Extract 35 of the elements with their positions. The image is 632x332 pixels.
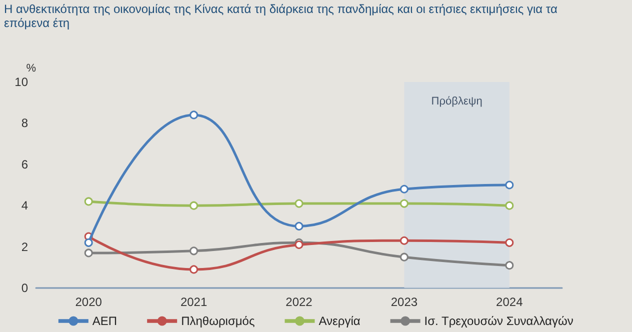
x-tick-label: 2023 xyxy=(390,295,418,309)
legend-label: ΑΕΠ xyxy=(92,314,118,328)
point xyxy=(190,246,198,256)
point xyxy=(400,199,408,208)
x-tick-label: 2020 xyxy=(75,295,102,309)
point xyxy=(190,201,198,210)
point xyxy=(505,201,514,210)
y-axis-title: % xyxy=(26,62,36,74)
legend-label: Ισ. Τρεχουσών Συναλλαγών xyxy=(424,314,574,328)
chart-title: Η ανθεκτικότητα της οικονομίας της Κίνας κατά τη διάρκεια της πανδημίας και οι ετήσιες εκτιμήσεις για τα επόμενα έτη xyxy=(4,2,558,30)
x-tick-label: 2022 xyxy=(286,295,313,309)
y-tick-label: 10 xyxy=(14,75,28,89)
point xyxy=(190,265,198,274)
point xyxy=(84,238,93,247)
point xyxy=(400,184,408,194)
x-tick-label: 2024 xyxy=(496,295,524,309)
point xyxy=(505,180,514,190)
y-tick-label: 6 xyxy=(21,157,28,172)
point xyxy=(505,238,514,247)
point xyxy=(400,236,408,245)
point xyxy=(84,197,93,206)
point xyxy=(400,252,408,262)
point xyxy=(190,110,198,120)
legend-label: Πληθωρισμός xyxy=(181,314,255,328)
point xyxy=(84,248,93,258)
x-tick-label: 2021 xyxy=(180,295,208,309)
point xyxy=(294,222,304,230)
y-tick-label: 4 xyxy=(21,198,28,213)
y-tick-label: 8 xyxy=(21,116,28,130)
point xyxy=(294,199,304,208)
band-label: Πρόβλεψη xyxy=(431,96,482,108)
legend-label: Ανεργία xyxy=(318,314,360,328)
y-tick-label: 0 xyxy=(21,281,28,295)
y-tick-label: 2 xyxy=(21,240,28,254)
point xyxy=(505,261,514,270)
